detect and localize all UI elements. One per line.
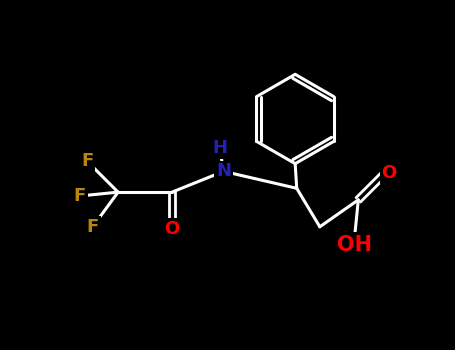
Text: OH: OH <box>337 234 372 254</box>
Text: O: O <box>164 220 180 238</box>
Text: F: F <box>81 152 93 170</box>
Text: H: H <box>212 139 227 157</box>
Text: O: O <box>381 164 397 182</box>
Text: N: N <box>216 162 231 180</box>
Text: F: F <box>73 187 86 205</box>
Text: F: F <box>86 218 99 236</box>
